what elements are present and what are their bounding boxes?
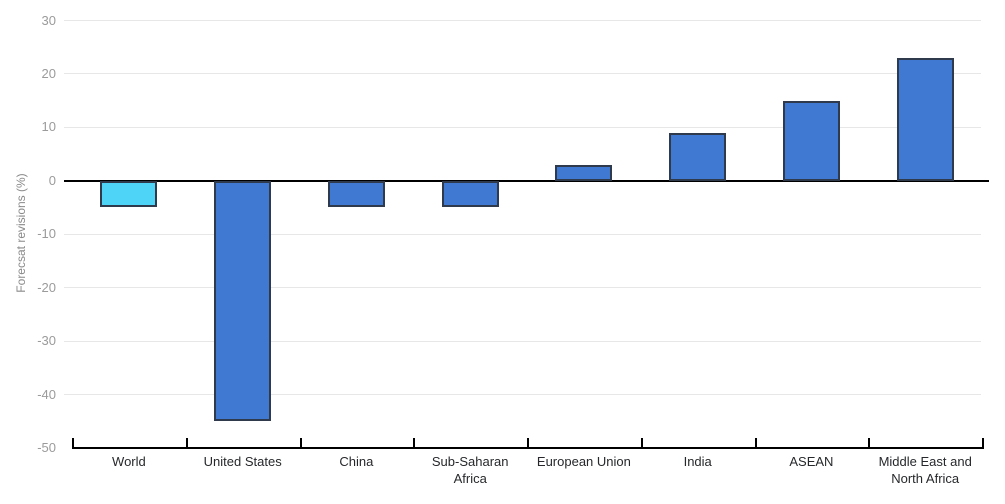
gridline [64,233,981,235]
y-tick-label: 0 [48,172,56,188]
y-tick-label: 20 [41,65,56,81]
x-category-label: United States [203,454,282,469]
x-axis-tick [72,438,74,447]
bar [896,57,954,181]
x-axis-tick [982,438,984,447]
bar [441,180,499,208]
bar [669,132,727,181]
y-tick-label: -50 [37,440,56,455]
x-axis-tick [413,438,416,447]
bar [555,164,613,181]
x-category-label: ASEAN [789,454,834,469]
x-axis-tick [868,438,871,447]
bar [782,100,840,181]
y-tick-label: -30 [37,333,56,349]
y-tick-label: -20 [37,279,56,295]
y-tick-label: -10 [37,226,56,242]
gridline [64,394,981,396]
y-tick-label: -40 [37,386,56,402]
y-tick-label: 30 [41,12,56,28]
x-category-label: India [683,454,712,469]
x-axis-tick [640,438,643,447]
bottom-axis-line [72,447,984,449]
bar [100,180,158,208]
x-category-label: Middle East and North Africa [878,454,972,486]
bar [214,180,272,422]
x-category-label: China [339,454,374,469]
gridline [64,20,981,21]
gridline [64,287,981,289]
y-tick-label: 10 [41,119,56,135]
x-axis-tick [527,438,529,447]
x-category-label: Sub-Saharan Africa [431,454,509,486]
x-axis-tick [299,438,302,447]
x-axis-tick [185,438,188,447]
x-category-label: World [112,454,146,469]
x-category-label: European Union [536,454,631,469]
zero-axis-line [64,179,989,182]
x-axis-tick [754,438,757,447]
gridline [64,340,981,342]
gridline [64,73,981,75]
bar [327,180,385,208]
gridline [64,126,981,128]
